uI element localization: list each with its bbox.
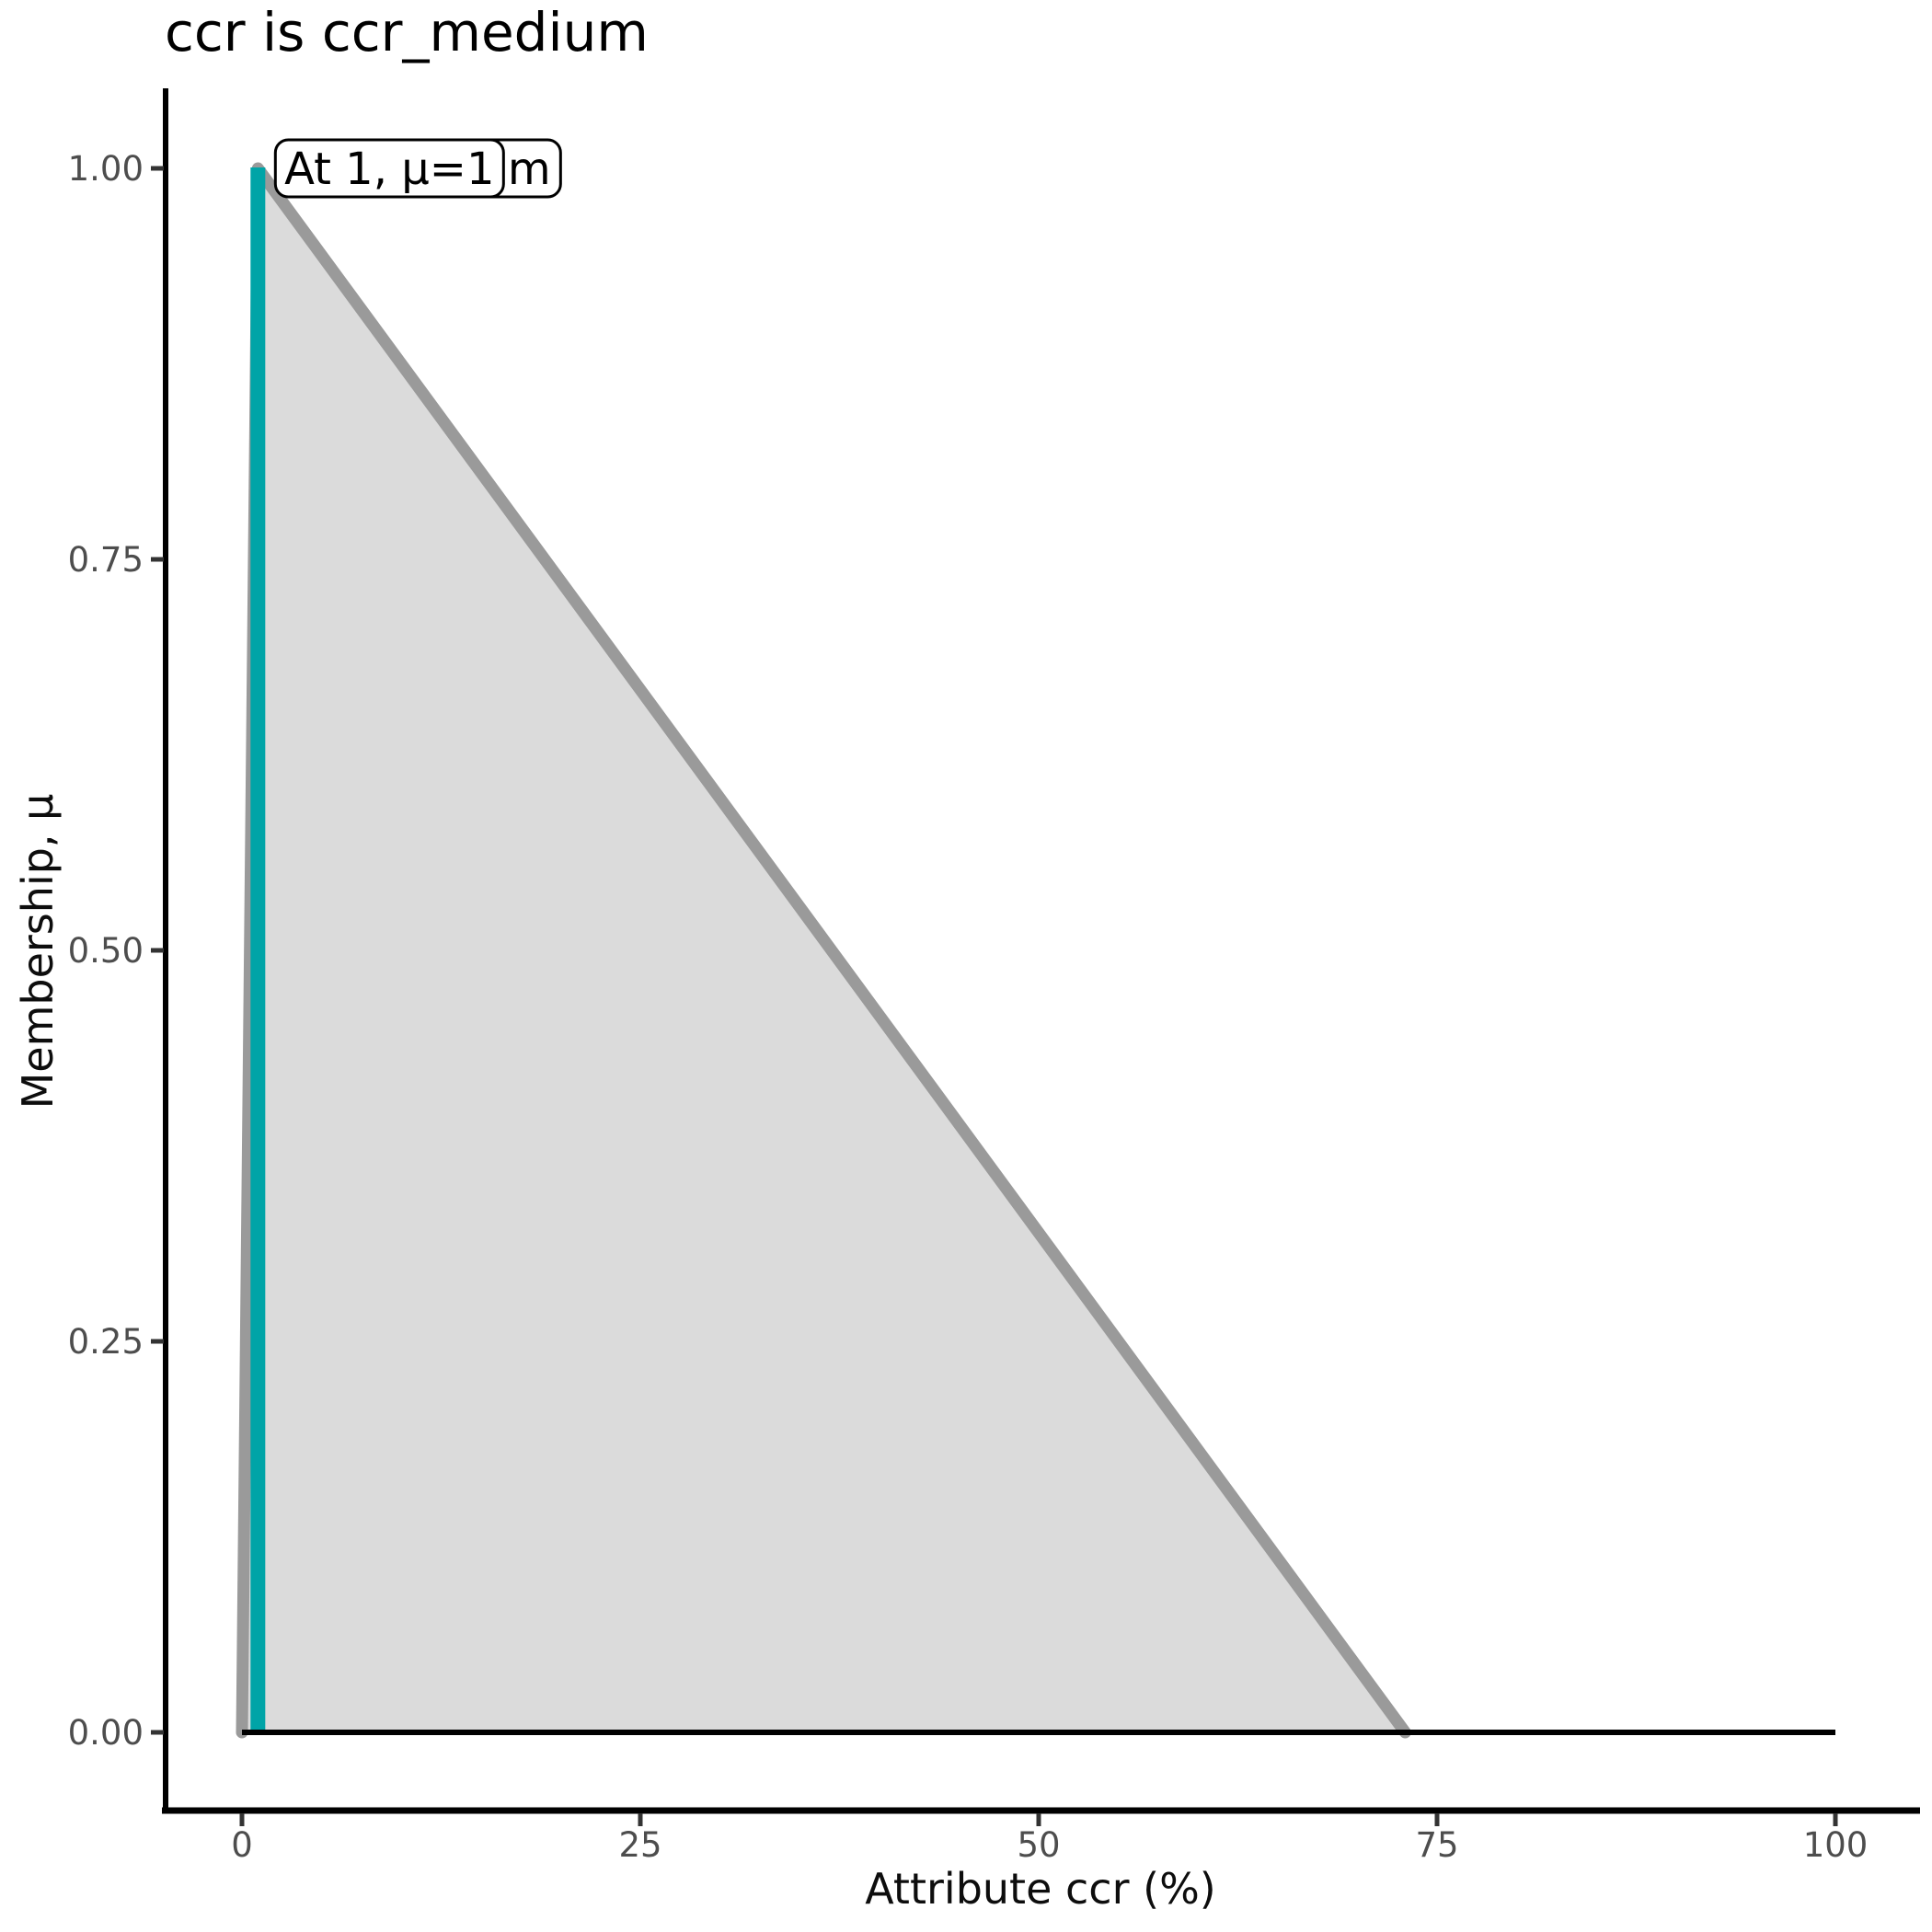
x-tick-label: 75: [1415, 1825, 1458, 1865]
annotation-partial-text: m: [508, 144, 551, 195]
x-tick-label: 50: [1017, 1825, 1060, 1865]
y-axis-title: Membership, μ: [13, 793, 63, 1110]
y-tick-label: 0.00: [68, 1713, 144, 1753]
y-tick-label: 0.50: [68, 931, 144, 971]
x-axis-title: Attribute ccr (%): [865, 1864, 1216, 1914]
x-tick-label: 25: [618, 1825, 661, 1865]
y-tick-label: 1.00: [68, 149, 144, 189]
y-tick-label: 0.75: [68, 540, 144, 580]
plot-title: ccr is ccr_medium: [165, 1, 649, 63]
x-tick-label: 100: [1803, 1825, 1869, 1865]
x-tick-label: 0: [231, 1825, 253, 1865]
annotation-box-front: [273, 138, 505, 199]
y-tick-label: 0.25: [68, 1322, 144, 1362]
annotation-text: At 1, μ=1: [284, 144, 494, 195]
